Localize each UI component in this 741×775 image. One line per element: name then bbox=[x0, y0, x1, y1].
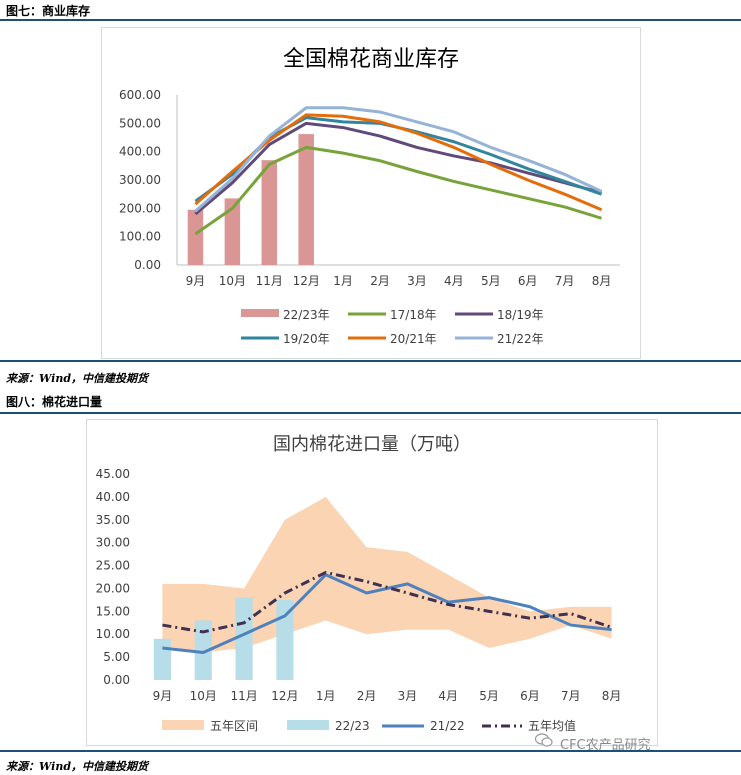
chart7-legend-swatch bbox=[241, 309, 279, 317]
chart7-xtick-label: 5月 bbox=[481, 274, 501, 288]
figure7-top-rule bbox=[0, 19, 741, 21]
chart8-xtick-label: 12月 bbox=[271, 689, 298, 703]
chart8-ytick-label: 20.00 bbox=[96, 581, 130, 595]
chart8-xtick-label: 6月 bbox=[520, 689, 540, 703]
chart7-bar bbox=[261, 160, 278, 265]
chart8-ytick-label: 0.00 bbox=[103, 673, 130, 687]
chart7-ytick-label: 200.00 bbox=[119, 201, 161, 215]
chart7-xtick-label: 2月 bbox=[370, 274, 390, 288]
chart7-ytick-label: 300.00 bbox=[119, 173, 161, 187]
chart7-title: 全国棉花商业库存 bbox=[283, 47, 459, 72]
chart8-xtick-label: 11月 bbox=[230, 689, 257, 703]
chart7-xtick-label: 3月 bbox=[407, 274, 427, 288]
figure8-chart-panel: 国内棉花进口量（万吨） 0.00 5.00 10.00 15.00 20.00 25.00 3… bbox=[86, 419, 658, 746]
chart7-legend-label: 20/21年 bbox=[390, 332, 437, 346]
chart8-xtick-label: 2月 bbox=[357, 689, 377, 703]
chart8-bar bbox=[153, 638, 171, 680]
chart8-range-band bbox=[162, 496, 612, 653]
chart7-series-line bbox=[194, 145, 602, 236]
chart7-legend-label: 17/18年 bbox=[390, 308, 437, 322]
chart7-xtick-label: 11月 bbox=[256, 274, 283, 288]
chart7-ytick-label: 400.00 bbox=[119, 145, 161, 159]
figure8-source: 来源：Wind，中信建投期货 bbox=[6, 760, 149, 773]
figure8-caption: 图八：棉花进口量 bbox=[6, 395, 103, 409]
chart7-legend-label: 18/19年 bbox=[497, 308, 544, 322]
chart8-bar bbox=[194, 620, 212, 680]
chart8-xtick-label: 8月 bbox=[602, 689, 622, 703]
chart7-xtick-label: 4月 bbox=[444, 274, 464, 288]
chart8-xtick-label: 7月 bbox=[561, 689, 581, 703]
chart8-xtick-label: 5月 bbox=[479, 689, 499, 703]
chart8-ytick-label: 45.00 bbox=[96, 467, 130, 481]
wechat-icon bbox=[535, 733, 553, 747]
chart7-series-line bbox=[194, 121, 602, 216]
figure7-source: 来源：Wind，中信建投期货 bbox=[6, 372, 149, 385]
chart8-average-line bbox=[162, 570, 613, 634]
chart8-legend-label: 22/23 bbox=[335, 719, 370, 733]
figure8-bottom-rule bbox=[0, 750, 741, 752]
chart8-xtick-label: 9月 bbox=[153, 689, 173, 703]
chart7-legend-label: 19/20年 bbox=[283, 332, 330, 346]
chart7-xtick-label: 1月 bbox=[333, 274, 353, 288]
chart8-legend-swatch bbox=[287, 720, 329, 730]
chart8-xtick-label: 1月 bbox=[316, 689, 336, 703]
chart7-bar bbox=[224, 198, 241, 265]
chart8-xtick-label: 10月 bbox=[190, 689, 217, 703]
chart7-ytick-label: 100.00 bbox=[119, 230, 161, 244]
chart7-ytick-label: 500.00 bbox=[119, 116, 161, 130]
chart7-xtick-label: 12月 bbox=[293, 274, 320, 288]
chart8-title: 国内棉花进口量（万吨） bbox=[273, 434, 471, 455]
chart8-xtick-label: 4月 bbox=[438, 689, 458, 703]
chart7-legend-label: 22/23年 bbox=[283, 308, 330, 322]
figure7-caption: 图七：商业库存 bbox=[6, 4, 91, 18]
figure7-bottom-rule bbox=[0, 360, 741, 362]
chart8-xtick-label: 3月 bbox=[398, 689, 418, 703]
chart7-ytick-label: 600.00 bbox=[119, 88, 161, 102]
chart8-ytick-label: 5.00 bbox=[103, 650, 130, 664]
chart7-bar bbox=[298, 134, 314, 265]
chart7-series-line bbox=[194, 106, 603, 213]
chart7-ytick-label: 0.00 bbox=[134, 258, 161, 272]
figure8-top-rule bbox=[0, 412, 741, 414]
chart7-xtick-label: 9月 bbox=[186, 274, 206, 288]
chart8-ytick-label: 40.00 bbox=[96, 490, 130, 504]
chart7-series-line bbox=[194, 113, 603, 212]
chart8-ytick-label: 15.00 bbox=[96, 604, 130, 618]
chart8-legend-label: 五年区间 bbox=[210, 719, 258, 733]
chart7-legend-label: 21/22年 bbox=[497, 332, 544, 346]
chart7-bar bbox=[187, 209, 204, 265]
cotton-import-chart: 国内棉花进口量（万吨） 0.00 5.00 10.00 15.00 20.00 25.00 3… bbox=[96, 434, 622, 733]
chart8-legend-label: 21/22 bbox=[430, 719, 465, 733]
chart8-legend-label: 五年均值 bbox=[528, 718, 576, 733]
chart8-legend-swatch bbox=[162, 720, 204, 730]
chart7-xtick-label: 10月 bbox=[219, 274, 246, 288]
figure7-chart-panel: 全国棉花商业库存 0.00 100.00 200.00 300.00 400.00 500.… bbox=[101, 27, 641, 359]
chart8-bar bbox=[276, 599, 294, 680]
chart8-ytick-label: 25.00 bbox=[96, 559, 130, 573]
chart7-xtick-label: 7月 bbox=[555, 274, 575, 288]
watermark: CFC农产品研究 bbox=[560, 738, 651, 753]
chart7-xtick-label: 8月 bbox=[592, 274, 612, 288]
chart8-bar bbox=[235, 597, 253, 680]
chart7-xtick-label: 6月 bbox=[518, 274, 538, 288]
chart8-ytick-label: 35.00 bbox=[96, 513, 130, 527]
chart8-ytick-label: 30.00 bbox=[96, 536, 130, 550]
chart8-ytick-label: 10.00 bbox=[96, 627, 130, 641]
commercial-stock-chart: 全国棉花商业库存 0.00 100.00 200.00 300.00 400.00 500.… bbox=[119, 47, 620, 346]
